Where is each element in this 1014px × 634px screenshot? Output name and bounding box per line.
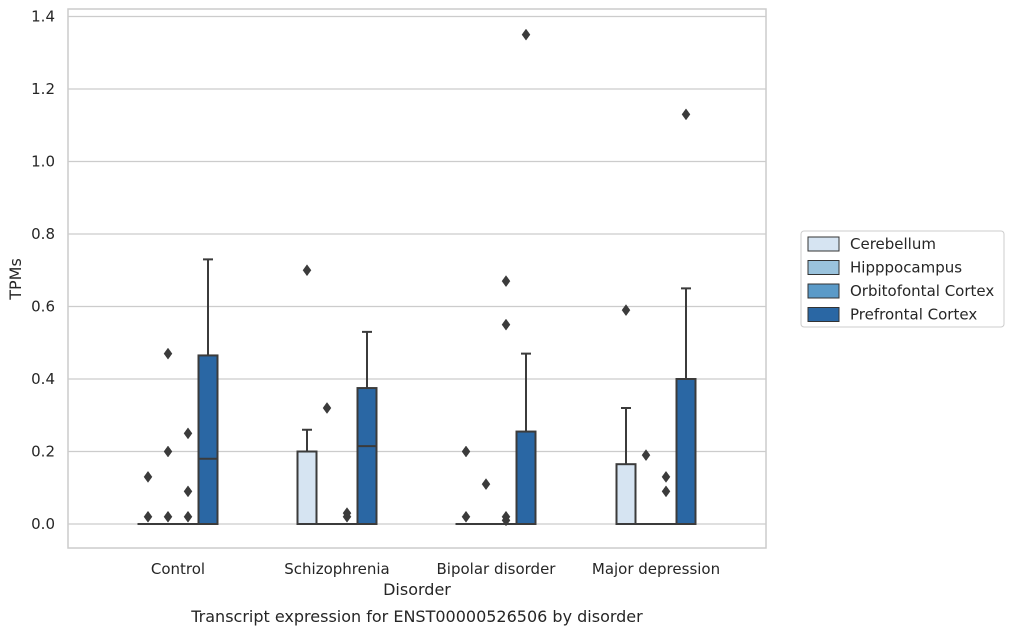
outlier-point xyxy=(163,347,173,360)
box-group xyxy=(356,330,378,525)
y-tick-label: 0.6 xyxy=(31,298,55,316)
legend: Cerebellum Hipppocampus Orbitofontal Corte… xyxy=(800,230,1005,328)
box-group xyxy=(635,449,657,526)
outlier-point xyxy=(461,445,471,458)
x-tick-label: Bipolar disorder xyxy=(437,560,557,578)
grid-lines xyxy=(68,15,766,525)
legend-label: Prefrontal Cortex xyxy=(850,306,977,324)
outlier-point xyxy=(481,478,491,491)
box-group xyxy=(296,264,318,525)
box-group xyxy=(455,445,477,526)
outlier-point xyxy=(163,445,173,458)
legend-swatch xyxy=(807,260,840,275)
outlier-point xyxy=(163,510,173,523)
outlier-point xyxy=(661,485,671,498)
box-group xyxy=(197,258,219,525)
chart-caption: Transcript expression for ENST0000052650… xyxy=(190,607,643,626)
box-group xyxy=(336,507,358,526)
outlier-point xyxy=(143,510,153,523)
outlier-point xyxy=(183,485,193,498)
x-axis-label: Disorder xyxy=(383,580,451,599)
outlier-point xyxy=(461,510,471,523)
box-group xyxy=(157,347,179,526)
legend-frame xyxy=(800,230,1005,328)
outlier-point xyxy=(183,427,193,440)
outlier-point xyxy=(641,449,651,462)
box-group xyxy=(475,478,497,526)
x-tick-label: Control xyxy=(151,560,205,578)
box-group xyxy=(137,470,159,526)
x-axis-ticks: Control Schizophrenia Bipolar disorder Majo… xyxy=(151,560,720,578)
y-tick-label: 1.4 xyxy=(31,8,55,26)
outlier-point xyxy=(143,470,153,483)
y-tick-label: 0.8 xyxy=(31,225,55,243)
box-group xyxy=(655,470,677,526)
plot-frame xyxy=(67,8,767,549)
y-tick-label: 0.2 xyxy=(31,443,55,461)
outlier-point xyxy=(322,402,332,414)
box-group xyxy=(316,402,338,526)
outlier-point xyxy=(501,510,511,523)
y-tick-label: 1.2 xyxy=(31,80,55,98)
legend-swatch xyxy=(807,307,840,322)
box xyxy=(675,378,697,525)
box xyxy=(296,450,318,525)
box xyxy=(197,354,219,525)
outlier-point xyxy=(661,470,671,483)
outlier-point xyxy=(681,108,691,121)
legend-swatch xyxy=(807,236,840,252)
outlier-point xyxy=(342,507,352,520)
legend-label: Hipppocampus xyxy=(850,259,962,277)
outlier-point xyxy=(501,318,511,331)
outlier-point xyxy=(302,264,312,277)
box xyxy=(356,387,378,525)
box-group xyxy=(495,275,517,527)
y-tick-label: 0.0 xyxy=(31,515,55,533)
y-axis-label: TPMs xyxy=(6,258,25,301)
box xyxy=(615,463,637,525)
y-axis-ticks: 0.0 0.2 0.4 0.6 0.8 1.0 1.2 1.4 xyxy=(31,8,55,534)
legend-label: Cerebellum xyxy=(850,235,936,253)
outlier-point xyxy=(621,304,631,317)
box xyxy=(515,430,537,525)
outlier-point xyxy=(183,510,193,523)
y-tick-label: 1.0 xyxy=(31,153,55,171)
box-group xyxy=(615,304,637,525)
boxes xyxy=(137,28,697,527)
outlier-point xyxy=(501,275,511,288)
legend-swatch xyxy=(807,283,840,299)
x-tick-label: Major depression xyxy=(592,560,720,578)
box-group xyxy=(177,427,199,526)
x-tick-label: Schizophrenia xyxy=(284,560,389,578)
legend-label: Orbitofontal Cortex xyxy=(850,282,994,300)
y-tick-label: 0.4 xyxy=(31,370,55,388)
box-group xyxy=(675,108,697,525)
box-group xyxy=(515,28,537,525)
outlier-point xyxy=(521,28,531,41)
